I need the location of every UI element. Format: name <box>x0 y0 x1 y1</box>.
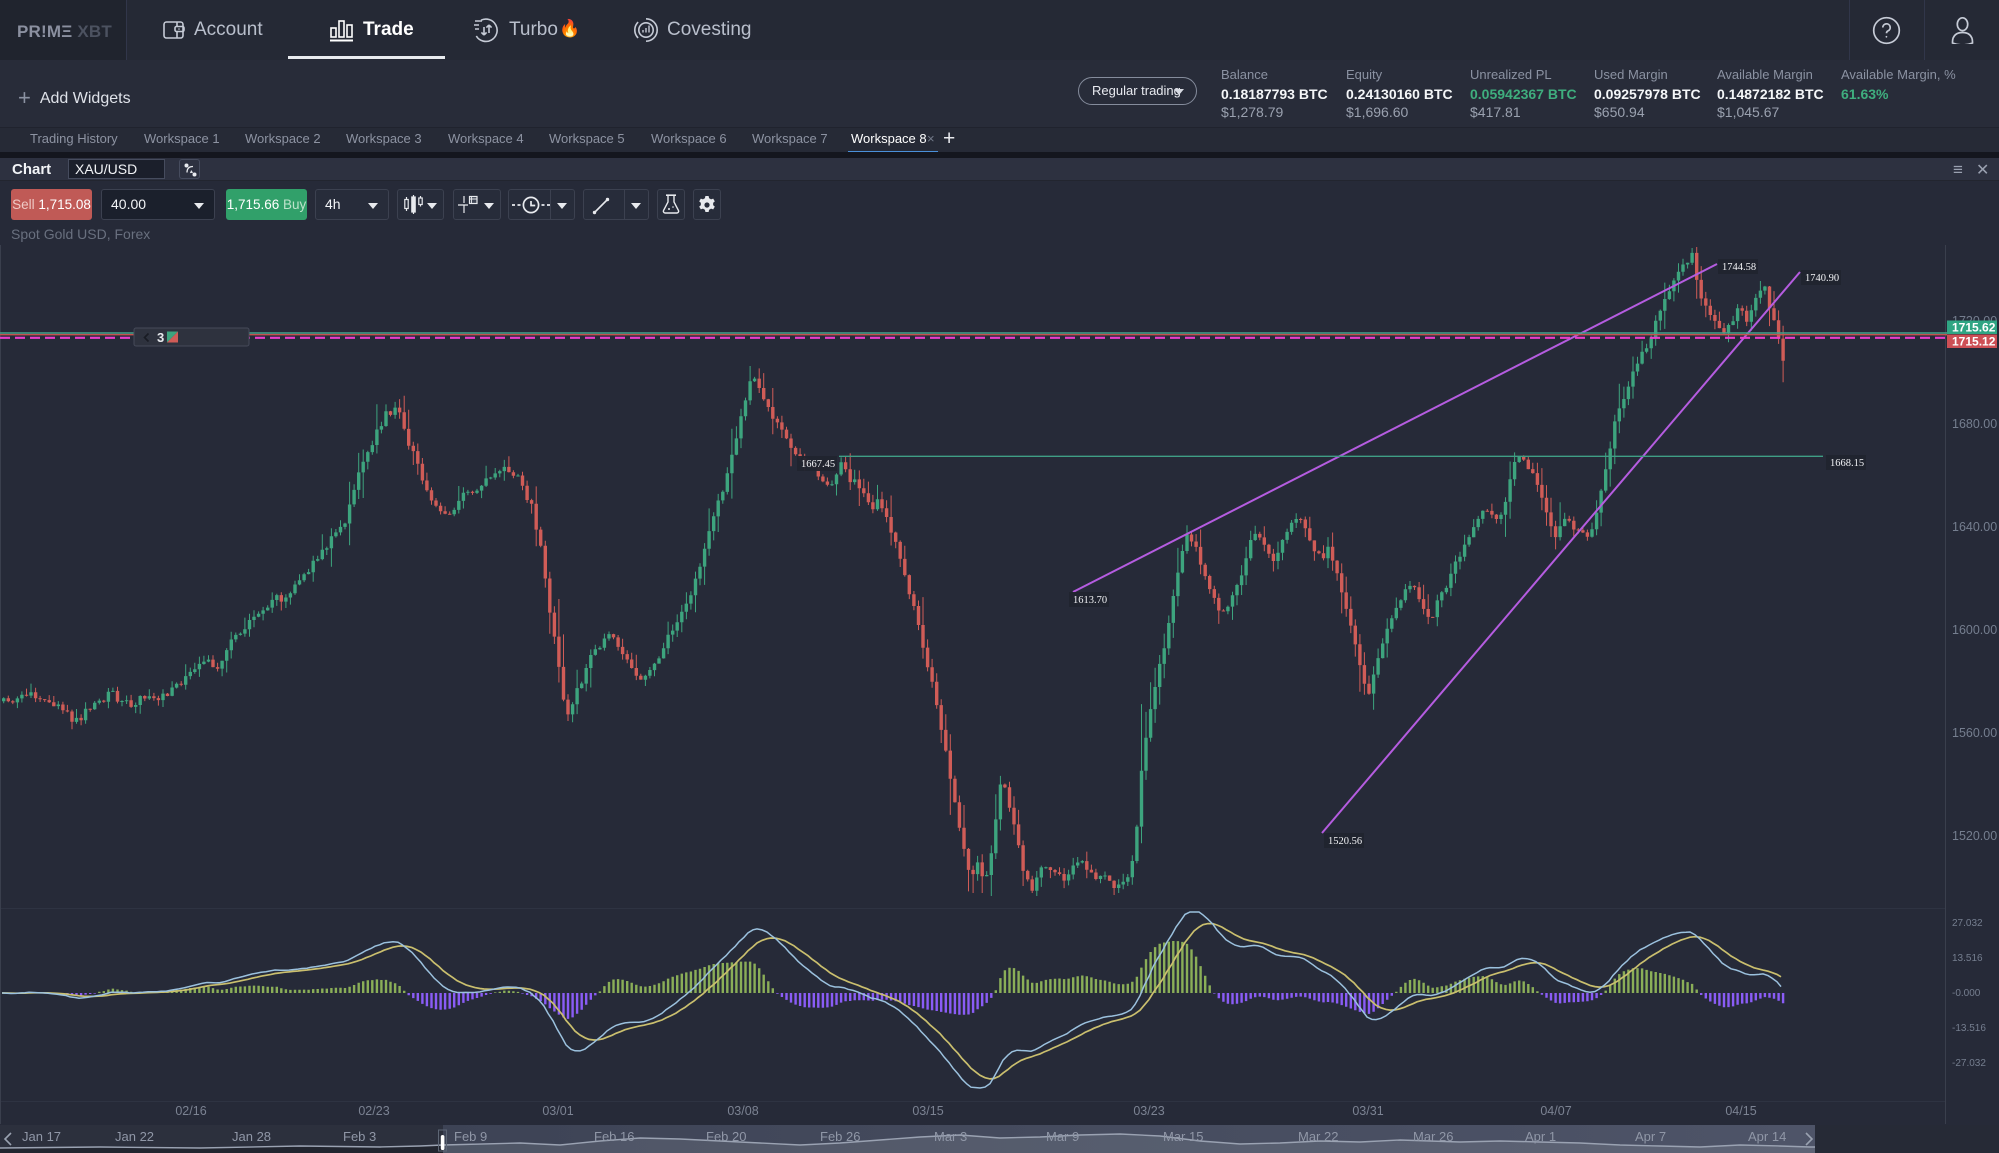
svg-text:1560.00: 1560.00 <box>1952 726 1997 740</box>
svg-text:04/07: 04/07 <box>1540 1104 1571 1118</box>
svg-text:03/01: 03/01 <box>542 1104 573 1118</box>
svg-text:1613.70: 1613.70 <box>1073 595 1107 606</box>
svg-text:03/23: 03/23 <box>1133 1104 1164 1118</box>
svg-text:Feb 3: Feb 3 <box>343 1129 376 1144</box>
svg-text:1600.00: 1600.00 <box>1952 623 1997 637</box>
svg-text:03/15: 03/15 <box>912 1104 943 1118</box>
svg-text:Feb 20: Feb 20 <box>706 1129 746 1144</box>
svg-text:1740.90: 1740.90 <box>1805 273 1839 284</box>
svg-text:Apr 14: Apr 14 <box>1748 1129 1786 1144</box>
svg-text:Feb 16: Feb 16 <box>594 1129 634 1144</box>
svg-text:3: 3 <box>157 330 164 345</box>
svg-text:Mar 9: Mar 9 <box>1046 1129 1079 1144</box>
svg-text:1680.00: 1680.00 <box>1952 417 1997 431</box>
svg-text:Jan 28: Jan 28 <box>232 1129 271 1144</box>
svg-text:1715.12: 1715.12 <box>1952 335 1996 349</box>
svg-text:Mar 22: Mar 22 <box>1298 1129 1338 1144</box>
svg-text:-13.516: -13.516 <box>1952 1023 1986 1034</box>
svg-text:1744.58: 1744.58 <box>1722 262 1756 273</box>
svg-text:Feb 9: Feb 9 <box>454 1129 487 1144</box>
svg-text:Mar 15: Mar 15 <box>1163 1129 1203 1144</box>
svg-text:04/15: 04/15 <box>1725 1104 1756 1118</box>
svg-text:-0.000: -0.000 <box>1952 988 1981 999</box>
svg-text:Mar 26: Mar 26 <box>1413 1129 1453 1144</box>
svg-text:1520.00: 1520.00 <box>1952 829 1997 843</box>
svg-text:Jan 17: Jan 17 <box>22 1129 61 1144</box>
svg-text:1520.56: 1520.56 <box>1328 836 1362 847</box>
svg-text:1667.45: 1667.45 <box>801 459 835 470</box>
svg-text:-27.032: -27.032 <box>1952 1058 1986 1069</box>
svg-text:Apr 1: Apr 1 <box>1525 1129 1556 1144</box>
svg-text:03/08: 03/08 <box>727 1104 758 1118</box>
svg-text:Feb 26: Feb 26 <box>820 1129 860 1144</box>
svg-text:02/23: 02/23 <box>358 1104 389 1118</box>
svg-text:Jan 22: Jan 22 <box>115 1129 154 1144</box>
svg-text:1640.00: 1640.00 <box>1952 520 1997 534</box>
svg-text:Apr 7: Apr 7 <box>1635 1129 1666 1144</box>
svg-text:27.032: 27.032 <box>1952 918 1983 929</box>
svg-text:03/31: 03/31 <box>1352 1104 1383 1118</box>
svg-text:Mar 3: Mar 3 <box>934 1129 967 1144</box>
svg-text:1715.62: 1715.62 <box>1952 321 1996 335</box>
svg-text:1668.15: 1668.15 <box>1830 458 1864 469</box>
svg-text:13.516: 13.516 <box>1952 953 1983 964</box>
svg-text:02/16: 02/16 <box>175 1104 206 1118</box>
